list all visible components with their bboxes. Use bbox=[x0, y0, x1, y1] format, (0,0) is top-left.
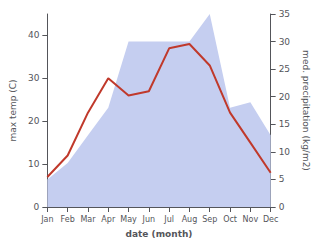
svg-text:20: 20 bbox=[28, 116, 40, 126]
svg-text:0: 0 bbox=[279, 202, 285, 212]
svg-text:25: 25 bbox=[279, 64, 290, 74]
svg-text:Dec: Dec bbox=[263, 215, 278, 224]
svg-text:30: 30 bbox=[28, 73, 40, 83]
svg-text:date (month): date (month) bbox=[126, 229, 193, 239]
svg-text:10: 10 bbox=[28, 159, 40, 169]
svg-text:Nov: Nov bbox=[243, 215, 259, 224]
svg-text:30: 30 bbox=[279, 37, 291, 47]
svg-text:10: 10 bbox=[279, 147, 291, 157]
svg-text:20: 20 bbox=[279, 92, 291, 102]
svg-text:15: 15 bbox=[279, 119, 290, 129]
svg-text:med. precipitation (kg/m2): med. precipitation (kg/m2) bbox=[301, 50, 311, 171]
svg-text:Jan: Jan bbox=[40, 215, 53, 224]
svg-text:Apr: Apr bbox=[101, 215, 116, 224]
svg-text:35: 35 bbox=[279, 9, 290, 19]
svg-text:max temp (C): max temp (C) bbox=[8, 79, 18, 141]
svg-text:Jul: Jul bbox=[163, 215, 174, 224]
svg-text:Mar: Mar bbox=[80, 215, 96, 224]
svg-text:Aug: Aug bbox=[182, 215, 198, 224]
svg-text:Jun: Jun bbox=[142, 215, 156, 224]
svg-text:5: 5 bbox=[279, 174, 285, 184]
svg-text:0: 0 bbox=[34, 202, 40, 212]
svg-text:Sep: Sep bbox=[202, 215, 217, 224]
svg-text:May: May bbox=[120, 215, 137, 224]
svg-text:Feb: Feb bbox=[61, 215, 75, 224]
svg-text:Oct: Oct bbox=[223, 215, 237, 224]
svg-text:40: 40 bbox=[28, 30, 40, 40]
